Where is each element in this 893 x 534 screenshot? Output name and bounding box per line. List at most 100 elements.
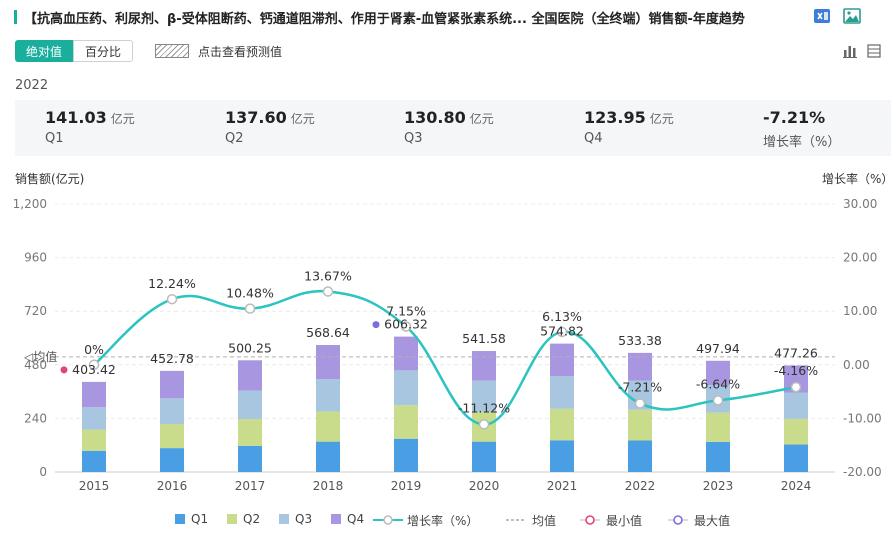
table-view-icon[interactable] xyxy=(866,43,882,59)
summary-q3: 130.80 亿元 Q3 xyxy=(404,108,494,146)
growth-legend-icon xyxy=(373,515,403,525)
growth-label: -6.64% xyxy=(696,376,740,391)
legend-mean[interactable]: 均值 xyxy=(506,512,556,530)
bar-q3 xyxy=(394,370,418,406)
bar-q1 xyxy=(550,440,574,472)
legend-q3[interactable]: Q3 xyxy=(279,512,312,530)
bar-q1 xyxy=(82,450,106,472)
bar-q3 xyxy=(316,379,340,412)
total-label: 606.32 xyxy=(384,317,428,332)
bar-q2 xyxy=(82,429,106,451)
bar-q4 xyxy=(706,360,730,386)
legend-swatch xyxy=(227,514,237,524)
growth-point xyxy=(712,395,724,406)
summary-unit: 亿元 xyxy=(110,112,135,126)
excel-export-icon[interactable] xyxy=(812,6,832,26)
bar-q3 xyxy=(160,398,184,424)
legend-q4[interactable]: Q4 xyxy=(331,512,364,530)
bar-q2 xyxy=(394,405,418,439)
total-label: 574.82 xyxy=(540,324,584,339)
x-tick-label: 2018 xyxy=(313,479,344,493)
growth-line-group xyxy=(88,286,802,430)
percent-tab[interactable]: 百分比 xyxy=(73,40,133,62)
summary-q2: 137.60 亿元 Q2 xyxy=(225,108,315,146)
chart-title: 【抗高血压药、利尿剂、β-受体阻断药、钙通道阻滞剂、作用于肾素-血管紧张素系统.… xyxy=(24,12,745,27)
bar-q4 xyxy=(628,352,652,381)
bars xyxy=(82,336,808,472)
growth-point xyxy=(634,398,646,409)
growth-label: -11.12% xyxy=(458,400,510,415)
bar-q3 xyxy=(784,392,808,419)
forecast-toggle-label[interactable]: 点击查看预测值 xyxy=(198,45,283,59)
left-tick-label: 1,200 xyxy=(13,197,47,211)
growth-label: 13.67% xyxy=(304,269,352,284)
x-tick-label: 2020 xyxy=(469,479,500,493)
right-tick-label: 0.00 xyxy=(843,358,870,372)
image-export-icon[interactable] xyxy=(842,6,862,26)
summary-value: 137.60 xyxy=(225,108,287,127)
bar-q3 xyxy=(550,376,574,409)
grid xyxy=(55,203,835,473)
bar-q4 xyxy=(472,351,496,381)
growth-point xyxy=(88,359,100,371)
title-accent xyxy=(14,10,17,24)
bar-q1 xyxy=(472,441,496,472)
summary-growth: -7.21% 增长率（%） xyxy=(763,108,840,150)
summary-label: Q4 xyxy=(584,131,603,146)
bar-q1 xyxy=(394,438,418,472)
growth-label: -4.16% xyxy=(774,363,818,378)
forecast-swatch[interactable] xyxy=(155,44,189,58)
growth-point xyxy=(244,303,256,314)
right-tick-label: -20.00 xyxy=(843,465,882,479)
x-tick-label: 2023 xyxy=(703,479,734,493)
bar-q3 xyxy=(82,407,106,430)
growth-line xyxy=(93,289,797,426)
total-label: 403.42 xyxy=(72,362,116,377)
right-axis-title: 增长率（%） xyxy=(822,172,893,186)
bar-q2 xyxy=(160,423,184,449)
min-legend-icon xyxy=(580,515,600,525)
legend-growth[interactable]: 增长率（%） xyxy=(373,512,478,530)
growth-label: 12.24% xyxy=(148,276,196,291)
bar-q3 xyxy=(238,390,262,420)
legend-label: Q1 xyxy=(191,512,209,526)
summary-unit: 亿元 xyxy=(469,112,494,126)
absolute-value-tab[interactable]: 绝对值 xyxy=(15,40,73,62)
growth-point xyxy=(478,419,490,430)
left-axis-title: 销售额(亿元) xyxy=(15,172,85,186)
growth-label: -7.21% xyxy=(618,379,662,394)
legend-label: 最大值 xyxy=(694,514,731,528)
bar-q4 xyxy=(82,381,106,408)
legend-label: Q3 xyxy=(295,512,313,526)
total-label: 500.25 xyxy=(228,340,272,355)
bar-q1 xyxy=(628,440,652,472)
left-tick-label: 480 xyxy=(24,358,47,372)
summary-unit: 亿元 xyxy=(649,112,674,126)
growth-point xyxy=(322,286,334,297)
summary-label: Q3 xyxy=(404,131,423,146)
mean-legend-icon xyxy=(506,519,526,521)
legend-q2[interactable]: Q2 xyxy=(227,512,260,530)
legend-min[interactable]: 最小值 xyxy=(580,512,642,530)
total-label: 497.94 xyxy=(696,341,740,356)
legend-swatch xyxy=(279,514,289,524)
right-tick-label: -10.00 xyxy=(843,411,882,425)
bar-q1 xyxy=(316,441,340,472)
bar-chart-icon[interactable] xyxy=(842,43,858,59)
total-label: 533.38 xyxy=(618,333,662,348)
bar-q1 xyxy=(160,448,184,472)
bar-q4 xyxy=(550,343,574,377)
bar-q4 xyxy=(316,345,340,380)
bar-q2 xyxy=(706,412,730,442)
legend-max[interactable]: 最大值 xyxy=(668,512,730,530)
max-marker xyxy=(372,321,380,329)
legend-q1[interactable]: Q1 xyxy=(175,512,208,530)
legend-label: 最小值 xyxy=(606,514,643,528)
total-label: 477.26 xyxy=(774,345,818,360)
bar-q4 xyxy=(394,336,418,371)
total-label: 568.64 xyxy=(306,325,350,340)
summary-year: 2022 xyxy=(15,78,49,93)
right-tick-label: 20.00 xyxy=(843,251,877,265)
bar-q1 xyxy=(706,441,730,472)
x-tick-label: 2021 xyxy=(547,479,578,493)
